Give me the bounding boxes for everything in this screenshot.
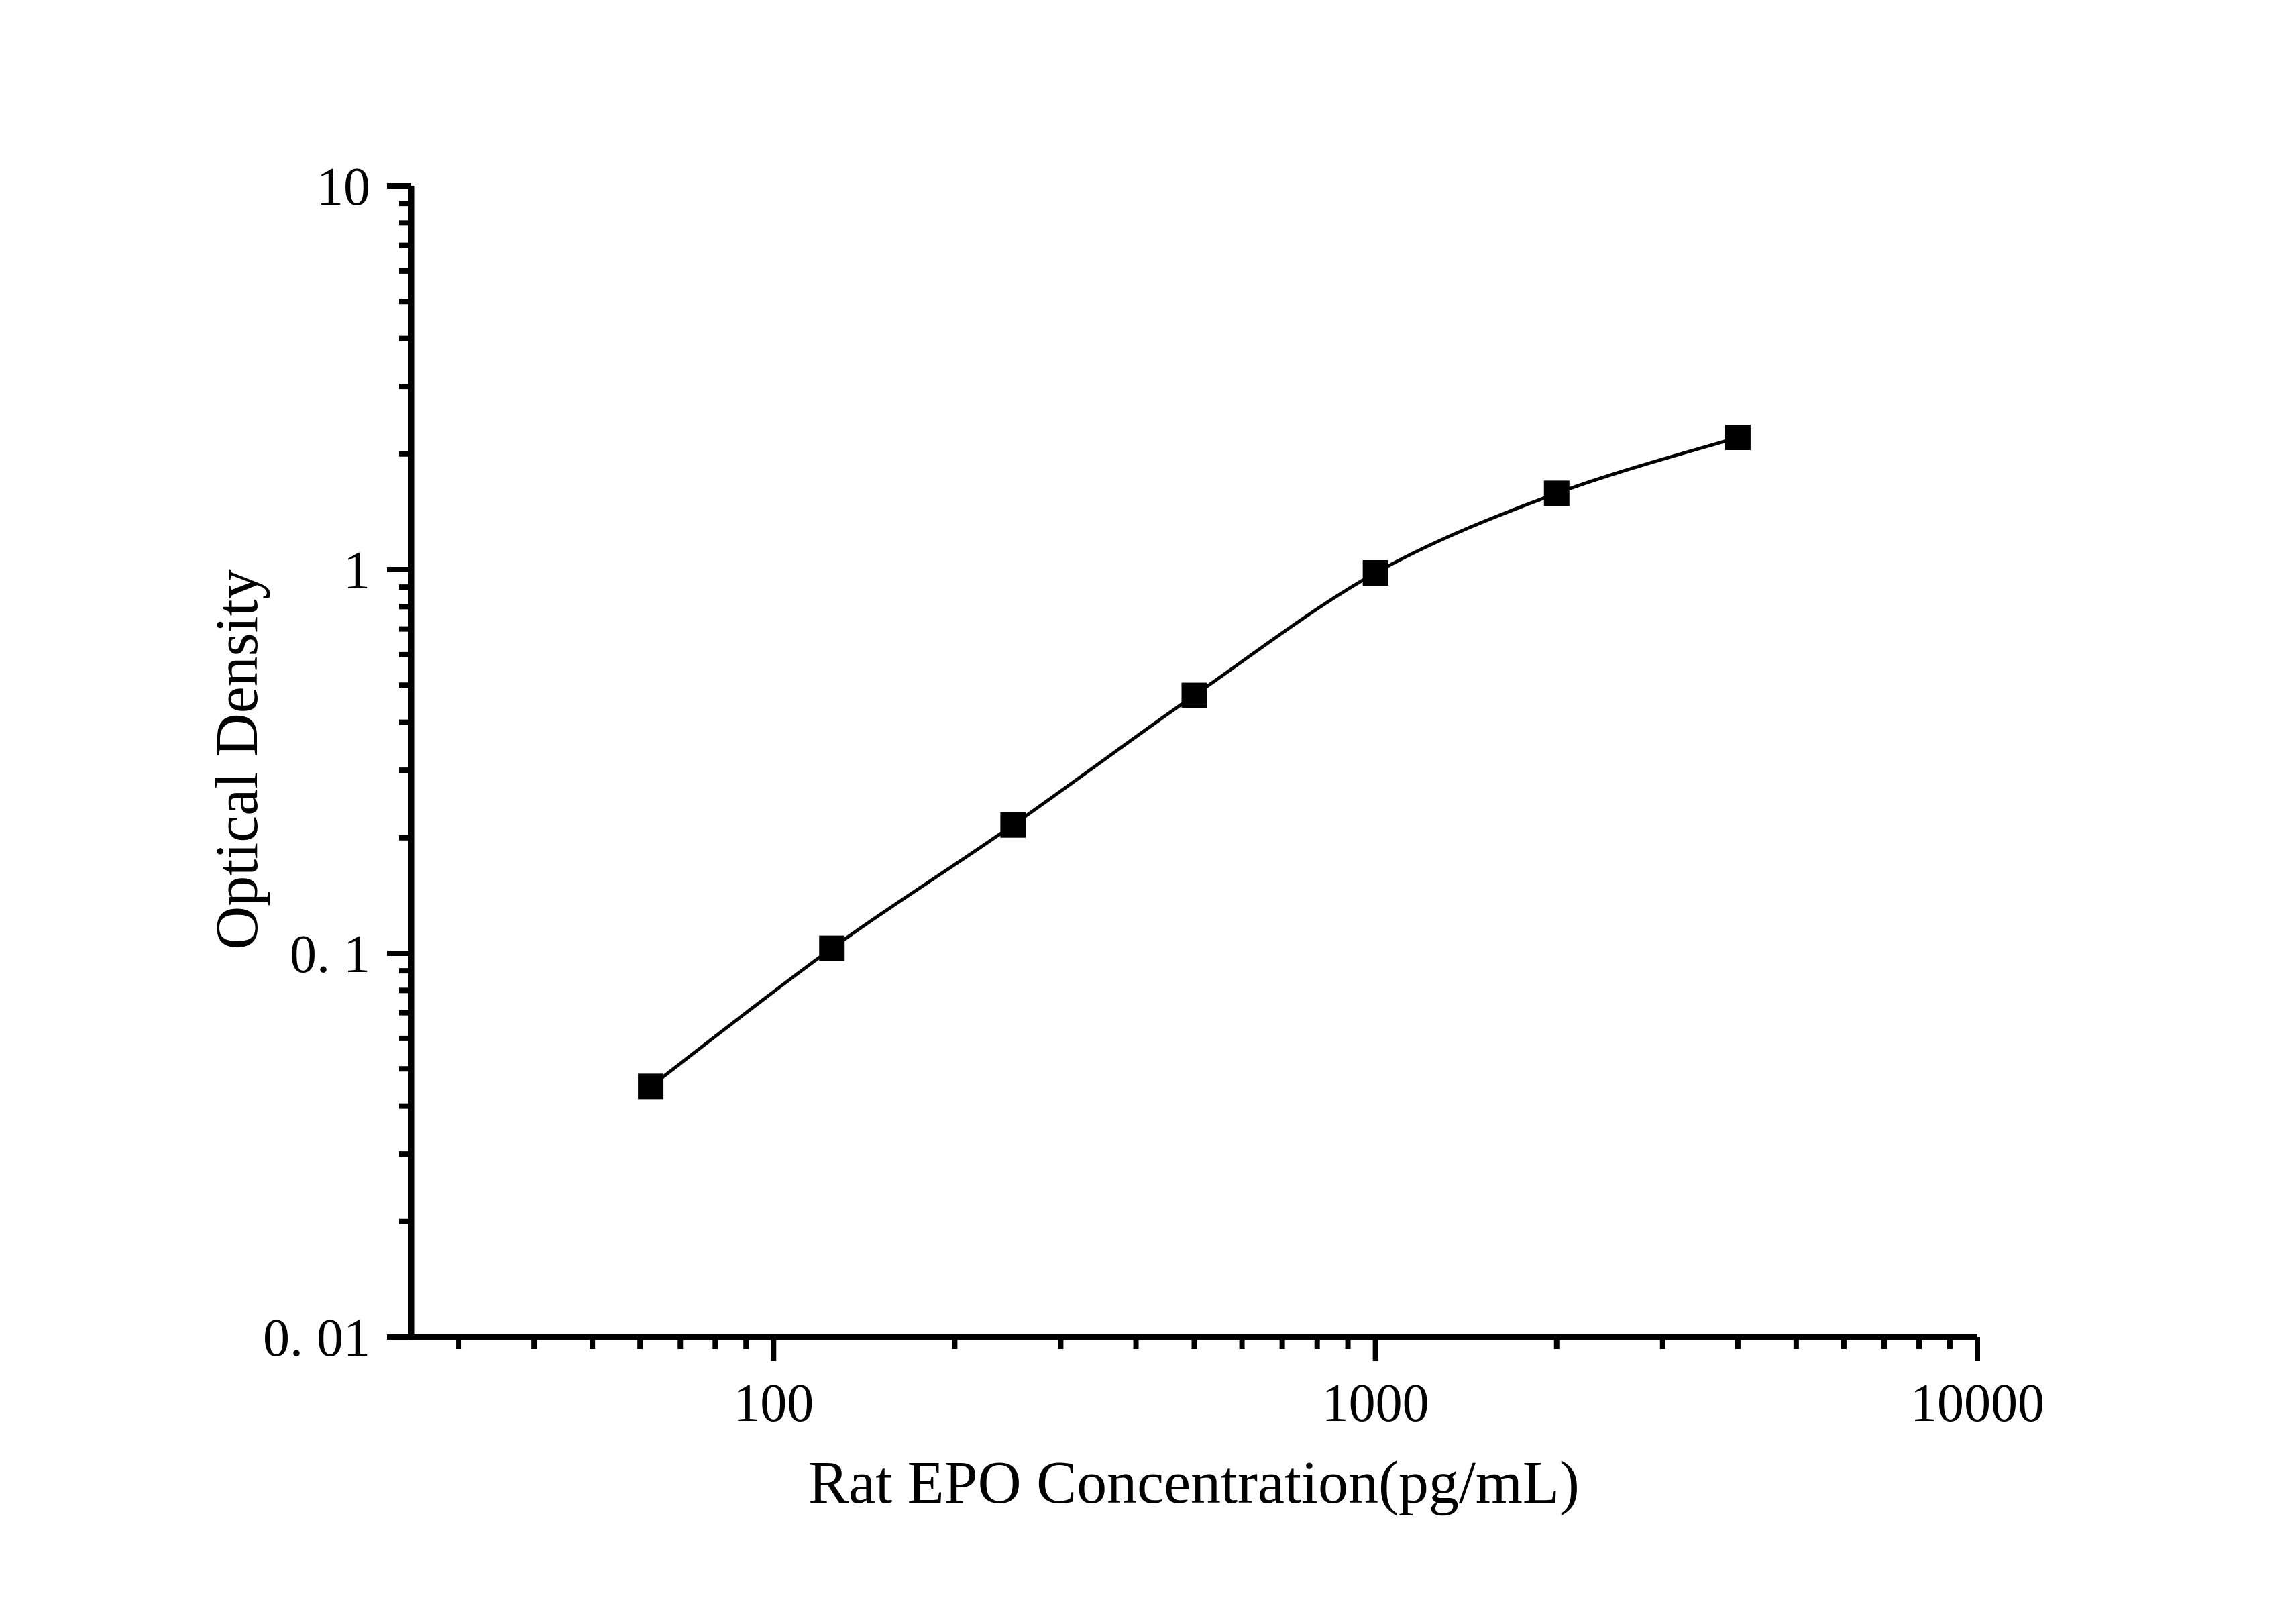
axis-spine <box>408 186 1977 1340</box>
y-tick-label: 0. 01 <box>263 1309 370 1368</box>
x-tick-label: 100 <box>733 1374 814 1433</box>
y-tick-label: 10 <box>317 158 370 217</box>
data-point-marker <box>1725 425 1751 451</box>
x-tick-label: 1000 <box>1322 1374 1429 1433</box>
data-point-marker <box>1000 812 1026 838</box>
y-axis-title: Optical Density <box>204 569 270 949</box>
data-point-marker <box>638 1073 664 1100</box>
x-tick-label: 10000 <box>1910 1374 2044 1433</box>
plot-area: 100 1000 10000 10 1 0. 1 0. 01 <box>263 158 2044 1433</box>
data-point-marker <box>1181 682 1207 708</box>
data-point-marker <box>1543 480 1570 506</box>
data-point-marker <box>1362 560 1388 586</box>
data-point-marker <box>819 935 845 961</box>
x-axis-title: Rat EPO Concentration(pg/mL) <box>808 1450 1580 1516</box>
y-tick-label: 0. 1 <box>290 925 370 984</box>
series-curve <box>649 435 1739 1088</box>
y-tick-label: 1 <box>343 541 370 600</box>
